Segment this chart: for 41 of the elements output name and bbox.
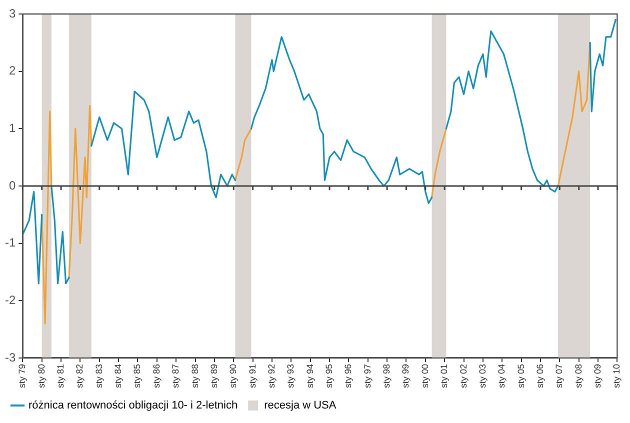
x-tick-label: sty 93 xyxy=(286,364,296,388)
x-tick-label: sty 97 xyxy=(362,364,372,388)
x-tick-label: sty 09 xyxy=(592,364,603,388)
x-tick-label: sty 02 xyxy=(458,364,468,388)
y-tick-label: -2 xyxy=(5,292,16,307)
x-tick-label: sty 88 xyxy=(190,364,200,388)
x-tick-label: sty 81 xyxy=(56,364,66,388)
x-tick-label: sty 06 xyxy=(534,364,545,388)
x-tick-label: sty 84 xyxy=(113,364,124,388)
y-tick-label: 3 xyxy=(8,6,16,20)
x-tick-label: sty 10 xyxy=(612,364,622,388)
legend-label: recesja w USA xyxy=(264,400,337,412)
x-tick-label: sty 00 xyxy=(420,364,430,388)
x-tick-label: sty 83 xyxy=(94,364,104,388)
y-tick-label: -1 xyxy=(5,236,16,250)
x-tick-label: sty 86 xyxy=(151,364,162,388)
x-tick-label: sty 99 xyxy=(400,364,411,388)
x-tick-label: sty 07 xyxy=(554,364,564,388)
x-tick-label: sty 98 xyxy=(382,364,392,388)
y-tick-label: 1 xyxy=(8,120,16,135)
x-tick-label: sty 01 xyxy=(439,364,450,388)
x-tick-label: sty 79 xyxy=(17,364,28,388)
x-tick-label: sty 03 xyxy=(477,364,488,388)
x-tick-label: sty 87 xyxy=(170,364,181,388)
x-tick-label: sty 05 xyxy=(516,364,526,388)
x-tick-label: sty 04 xyxy=(496,364,507,388)
x-tick-label: sty 85 xyxy=(132,364,142,388)
y-tick-label: 0 xyxy=(8,178,16,192)
x-tick-label: sty 90 xyxy=(228,364,238,388)
x-tick-label: sty 91 xyxy=(247,364,258,388)
x-tick-label: sty 82 xyxy=(74,364,85,388)
x-tick-label: sty 80 xyxy=(36,364,46,388)
x-tick-label: sty 96 xyxy=(343,364,354,388)
x-tick-label: sty 94 xyxy=(304,364,315,388)
x-tick-label: sty 95 xyxy=(324,364,334,388)
y-tick-label: 2 xyxy=(8,64,16,78)
x-tick-label: sty 89 xyxy=(208,364,219,388)
x-tick-label: sty 92 xyxy=(266,364,276,388)
y-tick-label: -3 xyxy=(5,350,16,364)
x-tick-label: sty 08 xyxy=(573,364,584,388)
legend-label: różnica rentowności obligacji 10- i 2-letnich xyxy=(28,400,238,412)
